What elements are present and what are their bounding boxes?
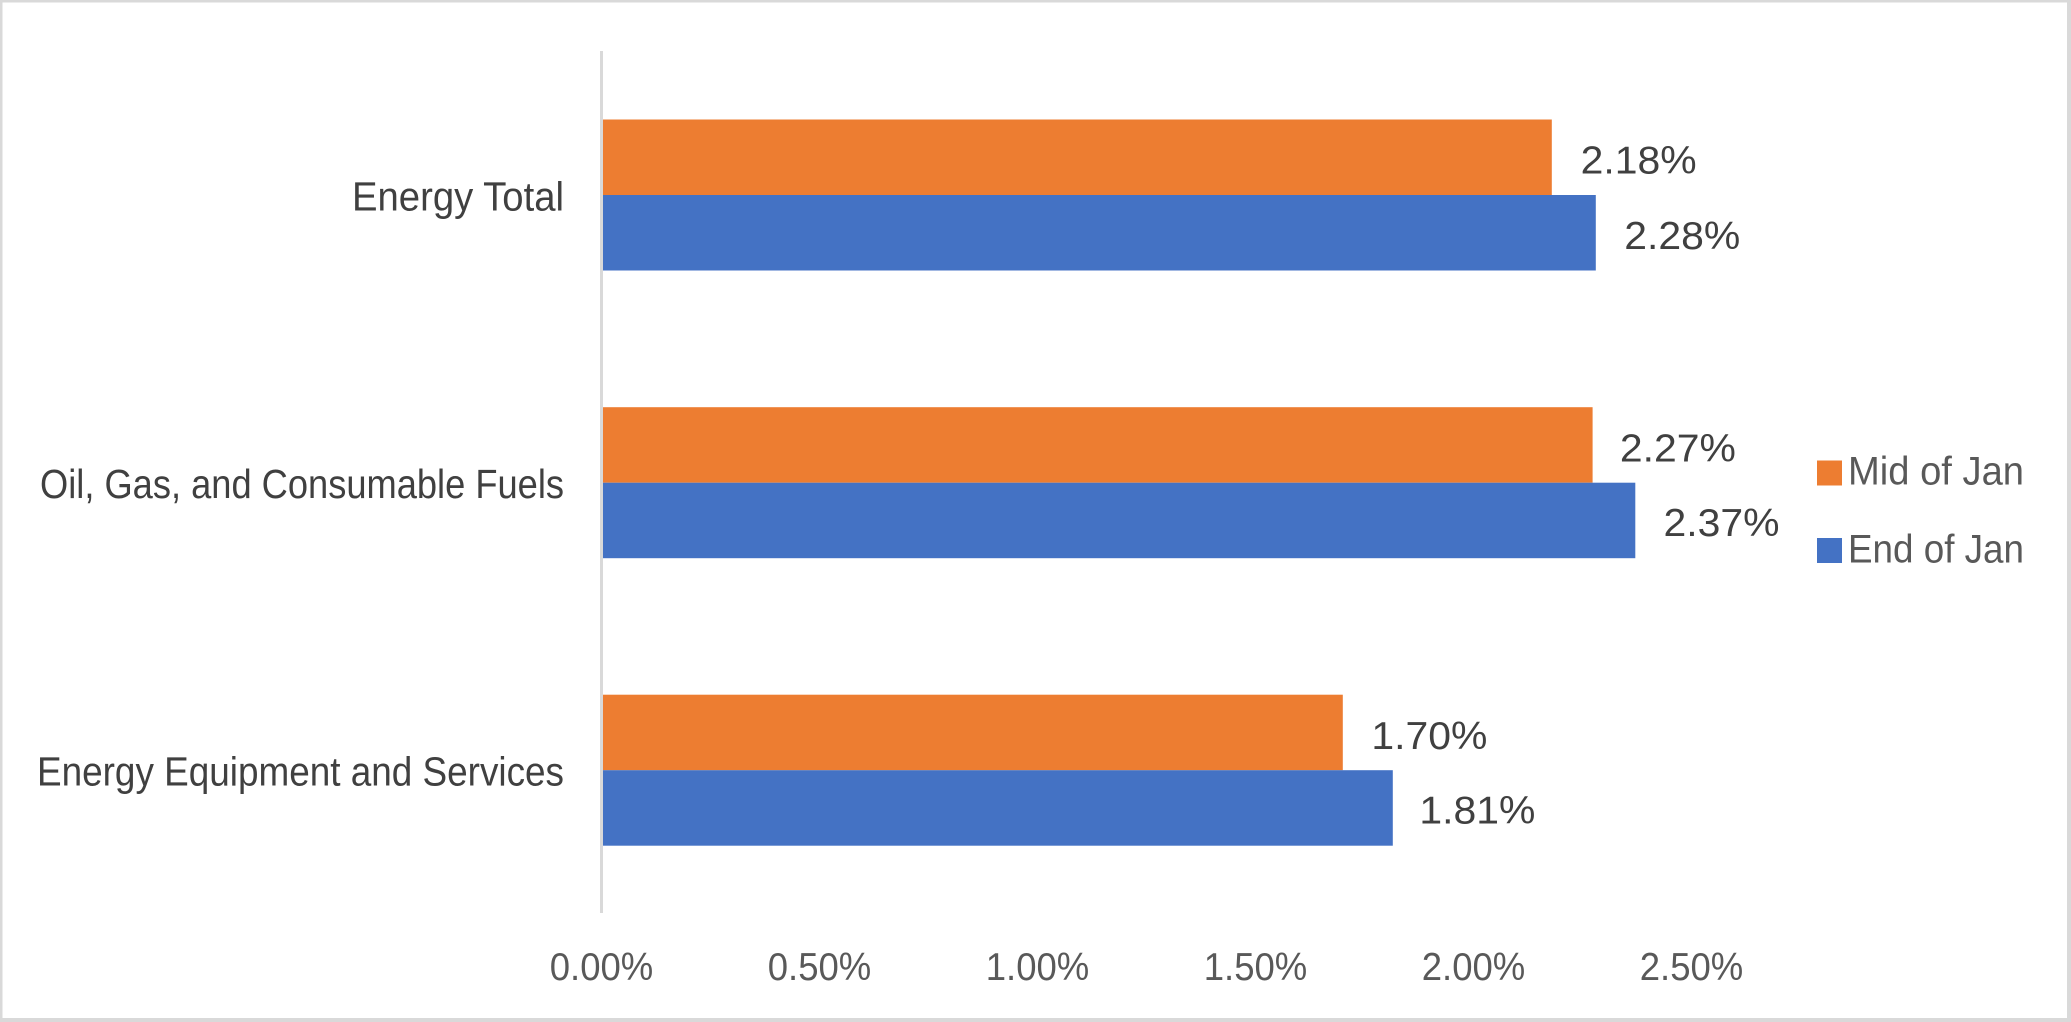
- svg-text:2.18%: 2.18%: [1581, 140, 1697, 183]
- svg-text:2.28%: 2.28%: [1624, 215, 1740, 258]
- svg-text:Mid of Jan: Mid of Jan: [1848, 450, 2024, 494]
- svg-text:2.27%: 2.27%: [1620, 427, 1736, 470]
- svg-text:1.50%: 1.50%: [1204, 946, 1308, 989]
- svg-text:2.00%: 2.00%: [1422, 946, 1526, 989]
- svg-text:0.50%: 0.50%: [768, 946, 872, 989]
- svg-text:Oil, Gas, and Consumable Fuels: Oil, Gas, and Consumable Fuels: [40, 461, 564, 507]
- svg-text:1.00%: 1.00%: [986, 946, 1090, 989]
- svg-text:0.00%: 0.00%: [550, 946, 654, 989]
- svg-text:Energy Total: Energy Total: [352, 174, 564, 220]
- svg-text:End of Jan: End of Jan: [1848, 528, 2024, 572]
- svg-text:2.50%: 2.50%: [1640, 946, 1744, 989]
- svg-text:2.37%: 2.37%: [1664, 502, 1780, 545]
- svg-text:1.81%: 1.81%: [1419, 789, 1535, 832]
- svg-text:Energy Equipment and Services: Energy Equipment and Services: [37, 749, 564, 795]
- svg-text:1.70%: 1.70%: [1371, 715, 1487, 758]
